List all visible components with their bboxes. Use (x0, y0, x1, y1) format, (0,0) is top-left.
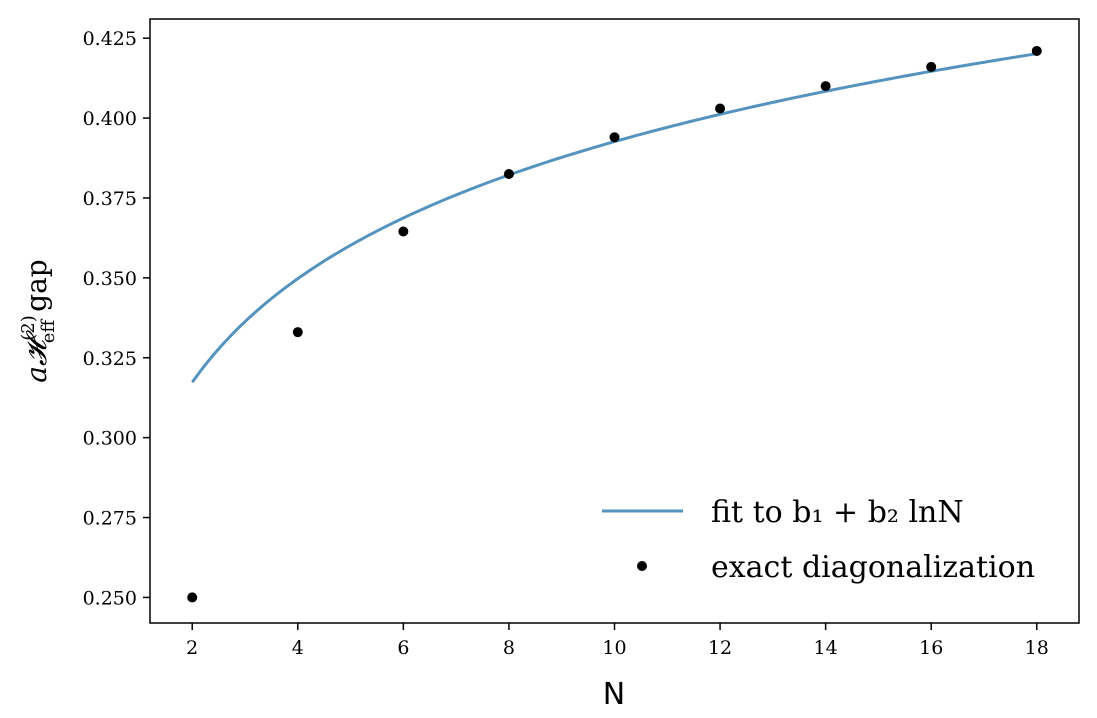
x-tick-label: 2 (186, 637, 198, 659)
y-tick-label: 0.250 (83, 587, 137, 609)
x-axis-label: N (603, 677, 625, 712)
data-point (715, 103, 726, 114)
y-tick-label: 0.275 (83, 508, 137, 530)
y-tick-label: 0.350 (83, 268, 137, 290)
x-tick-label: 4 (292, 637, 304, 659)
x-tick-label: 12 (708, 637, 732, 659)
y-axis-label-sub: eff (38, 319, 59, 344)
y-axis-label-tail: gap (20, 259, 53, 312)
x-tick-label: 16 (919, 637, 943, 659)
y-tick-label: 0.425 (83, 28, 137, 50)
legend: fit to b₁ + b₂ lnN exact diagonalization (602, 495, 1035, 585)
data-point (1031, 45, 1042, 56)
fit-line (191, 52, 1038, 384)
x-tick-label: 18 (1025, 637, 1049, 659)
x-tick-label: 10 (602, 637, 626, 659)
y-tick-label: 0.325 (83, 348, 137, 370)
data-point (292, 327, 303, 338)
x-tick-label: 8 (503, 637, 515, 659)
series-layer (187, 45, 1042, 603)
y-axis-label: a𝓗(2)effgap (18, 259, 59, 382)
data-point (503, 168, 514, 179)
y-axis-label-sup: (2) (18, 315, 39, 341)
y-tick-label: 0.400 (83, 108, 137, 130)
data-point (398, 226, 409, 237)
axis-ticks: 2 4 6 8 10 12 14 16 18 0.250 0.275 0.300 0.325 0.350 0… (83, 28, 1049, 659)
data-point (609, 132, 620, 143)
svg-text:a𝓗(2)effgap: a𝓗(2)effgap (18, 259, 59, 382)
data-point (187, 592, 198, 603)
x-tick-label: 14 (814, 637, 838, 659)
data-point (926, 61, 937, 72)
legend-ed-label: exact diagonalization (711, 550, 1035, 585)
plot-frame (149, 18, 1080, 624)
legend-ed-marker (637, 561, 647, 571)
legend-fit-label: fit to b₁ + b₂ lnN (711, 495, 964, 530)
data-point (820, 81, 831, 92)
y-tick-label: 0.375 (83, 188, 137, 210)
x-tick-label: 6 (397, 637, 409, 659)
y-tick-label: 0.300 (83, 428, 137, 450)
